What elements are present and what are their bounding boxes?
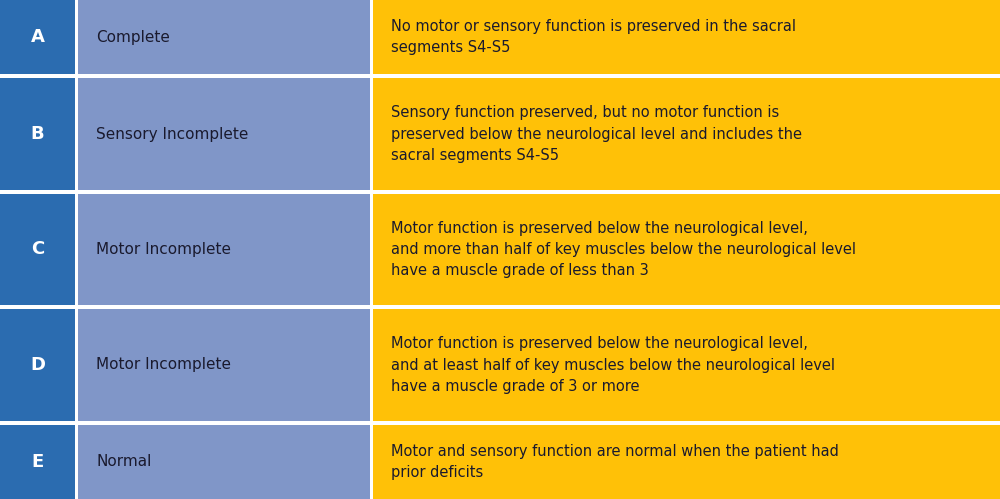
- Bar: [0, 78, 75, 190]
- Text: No motor or sensory function is preserved in the sacral: No motor or sensory function is preserve…: [391, 19, 796, 34]
- Text: Motor function is preserved below the neurological level,: Motor function is preserved below the ne…: [391, 221, 808, 236]
- Text: Sensory Incomplete: Sensory Incomplete: [96, 127, 248, 142]
- Text: Normal: Normal: [96, 455, 151, 470]
- Bar: [0, 194, 75, 305]
- Bar: [78, 78, 370, 190]
- Text: Motor and sensory function are normal when the patient had: Motor and sensory function are normal wh…: [391, 444, 839, 459]
- Bar: [373, 425, 1000, 499]
- Bar: [373, 194, 1000, 305]
- Text: have a muscle grade of less than 3: have a muscle grade of less than 3: [391, 263, 649, 278]
- Bar: [78, 0, 370, 74]
- Text: segments S4-S5: segments S4-S5: [391, 40, 510, 55]
- Text: Motor Incomplete: Motor Incomplete: [96, 357, 231, 372]
- Bar: [373, 0, 1000, 74]
- Text: sacral segments S4-S5: sacral segments S4-S5: [391, 148, 559, 163]
- Text: preserved below the neurological level and includes the: preserved below the neurological level a…: [391, 127, 802, 142]
- Text: D: D: [30, 356, 45, 374]
- Text: Motor Incomplete: Motor Incomplete: [96, 242, 231, 257]
- Bar: [78, 309, 370, 421]
- Text: have a muscle grade of 3 or more: have a muscle grade of 3 or more: [391, 379, 640, 394]
- Bar: [373, 78, 1000, 190]
- Bar: [0, 425, 75, 499]
- Text: Sensory function preserved, but no motor function is: Sensory function preserved, but no motor…: [391, 105, 779, 120]
- Text: Motor function is preserved below the neurological level,: Motor function is preserved below the ne…: [391, 336, 808, 351]
- Bar: [0, 0, 75, 74]
- Text: prior deficits: prior deficits: [391, 465, 483, 480]
- Bar: [78, 194, 370, 305]
- Bar: [78, 425, 370, 499]
- Text: and more than half of key muscles below the neurological level: and more than half of key muscles below …: [391, 242, 856, 257]
- Text: Complete: Complete: [96, 29, 170, 44]
- Text: B: B: [31, 125, 44, 143]
- Bar: [0, 309, 75, 421]
- Bar: [373, 309, 1000, 421]
- Text: E: E: [31, 453, 44, 471]
- Text: and at least half of key muscles below the neurological level: and at least half of key muscles below t…: [391, 358, 835, 373]
- Text: A: A: [31, 28, 44, 46]
- Text: C: C: [31, 241, 44, 258]
